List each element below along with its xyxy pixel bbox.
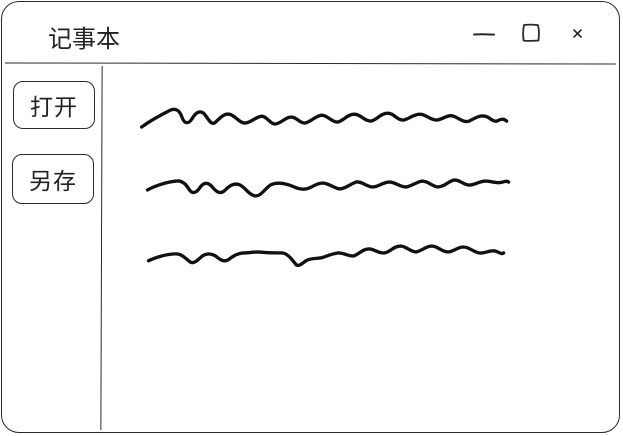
sidebar-divider bbox=[100, 65, 103, 431]
window-title: 记事本 bbox=[48, 25, 120, 53]
maximize-icon bbox=[522, 23, 540, 42]
editor-content bbox=[139, 107, 511, 268]
sidebar: 打开 另存 bbox=[2, 64, 102, 432]
maximize-button[interactable] bbox=[519, 21, 543, 45]
text-line-1 bbox=[139, 107, 509, 129]
close-icon bbox=[573, 29, 582, 38]
open-button[interactable]: 打开 bbox=[13, 81, 95, 129]
text-editor-area[interactable] bbox=[106, 66, 615, 428]
text-line-3 bbox=[146, 244, 506, 268]
minimize-icon bbox=[473, 33, 495, 36]
save-as-button[interactable]: 另存 bbox=[12, 154, 94, 204]
close-button[interactable] bbox=[567, 21, 589, 45]
text-line-2 bbox=[145, 178, 511, 198]
title-bar[interactable]: 记事本 bbox=[2, 2, 619, 64]
minimize-button[interactable] bbox=[472, 21, 496, 45]
